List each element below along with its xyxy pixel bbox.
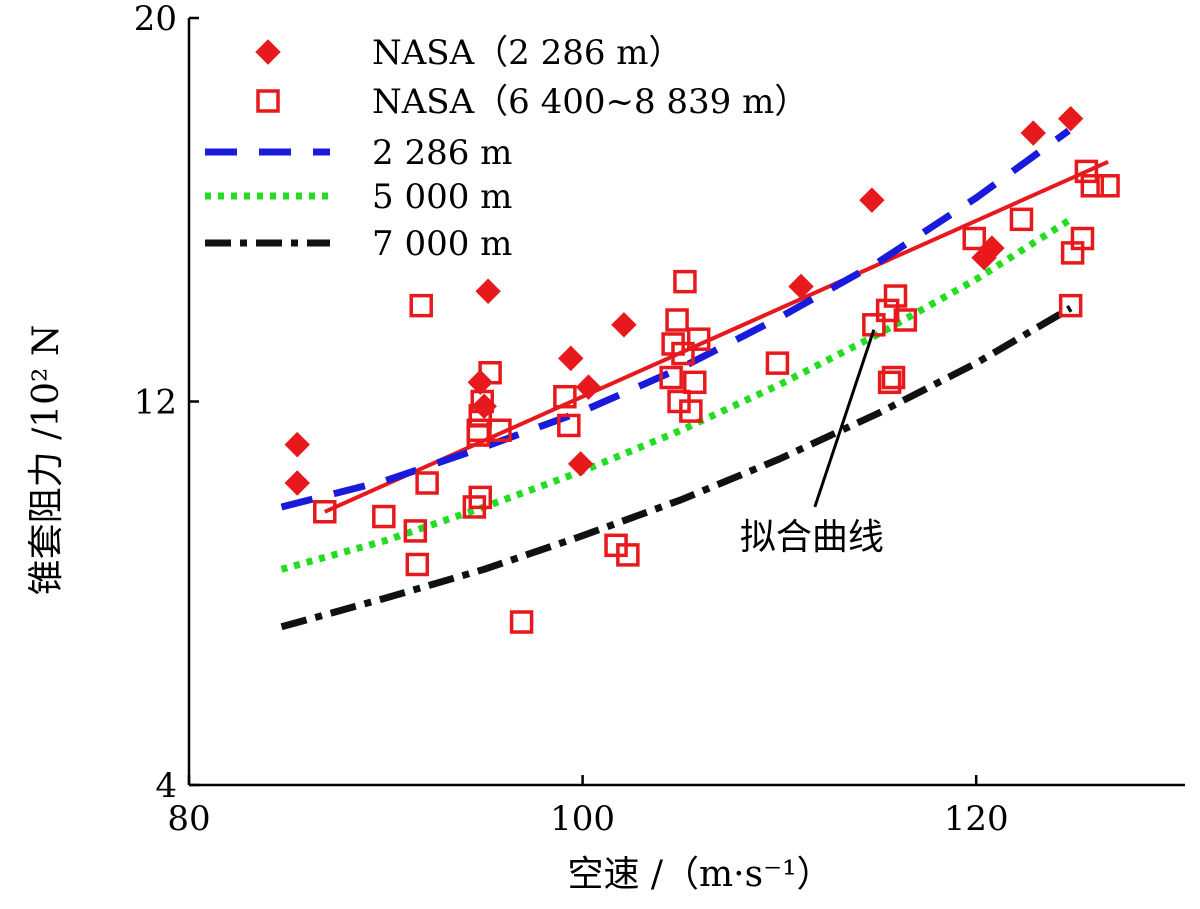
data-point-square bbox=[488, 418, 512, 443]
legend-label: 7 000 m bbox=[372, 224, 512, 264]
data-point-square bbox=[686, 327, 711, 351]
series-line-dash-dot bbox=[280, 304, 1073, 631]
x-tick-label: 120 bbox=[944, 799, 1009, 839]
data-point-square bbox=[1096, 174, 1120, 198]
data-point-square bbox=[683, 370, 707, 395]
series-line-dashed bbox=[280, 127, 1071, 511]
data-point-diamond bbox=[284, 470, 310, 496]
legend-label: NASA（6 400~8 839 m） bbox=[372, 82, 808, 122]
y-tick-label: 12 bbox=[134, 383, 177, 423]
data-point-square bbox=[616, 543, 640, 567]
data-point-square bbox=[881, 365, 906, 390]
data-point-square bbox=[468, 404, 493, 428]
legend: NASA（2 286 m） NASA（6 400~8 839 m） 2 286 m5… bbox=[205, 33, 808, 264]
data-point-diamond bbox=[567, 451, 594, 477]
data-point-diamond bbox=[1057, 105, 1084, 132]
data-point-square bbox=[1074, 159, 1099, 184]
annotation-arrow bbox=[813, 329, 876, 508]
data-point-square bbox=[1009, 207, 1034, 232]
x-tick-label: 100 bbox=[550, 799, 615, 839]
data-point-square bbox=[557, 413, 581, 438]
y-axis-title: 锥套阻力 /10² N bbox=[26, 325, 67, 596]
data-point-square bbox=[470, 389, 494, 414]
data-point-square bbox=[671, 341, 695, 366]
data-point-square bbox=[673, 269, 697, 294]
markers bbox=[284, 105, 1120, 634]
data-point-square bbox=[372, 504, 396, 529]
data-point-diamond bbox=[558, 345, 584, 372]
data-point-square bbox=[509, 610, 534, 634]
data-point-diamond bbox=[575, 374, 602, 400]
data-point-square bbox=[659, 365, 683, 390]
data-point-square bbox=[478, 360, 502, 385]
data-point-square bbox=[1058, 293, 1083, 318]
data-point-square bbox=[553, 384, 577, 409]
data-point-diamond bbox=[475, 278, 501, 304]
data-point-square bbox=[665, 308, 689, 332]
data-point-square bbox=[1080, 174, 1105, 198]
legend-label: 5 000 m bbox=[372, 177, 512, 217]
curves bbox=[280, 127, 1109, 631]
data-point-diamond bbox=[611, 312, 637, 338]
ticks: 80 100 120 4 12 20 bbox=[134, 0, 1009, 839]
data-point-square bbox=[679, 399, 703, 423]
y-tick-label: 4 bbox=[155, 766, 177, 806]
data-point-diamond bbox=[284, 431, 310, 458]
data-point-square bbox=[862, 313, 886, 337]
data-point-square bbox=[1070, 226, 1095, 251]
legend-marker-diamond bbox=[255, 39, 281, 65]
y-tick-label: 20 bbox=[134, 0, 177, 39]
data-point-square bbox=[765, 351, 790, 375]
legend-label: 2 286 m bbox=[372, 133, 512, 173]
data-point-square bbox=[405, 552, 430, 577]
series-line-dotted bbox=[280, 216, 1073, 573]
data-point-diamond bbox=[788, 273, 814, 300]
data-point-diamond bbox=[859, 187, 885, 213]
data-point-square bbox=[403, 519, 428, 543]
annotation-label: 拟合曲线 bbox=[740, 517, 884, 558]
data-point-square bbox=[409, 293, 433, 318]
data-point-diamond bbox=[1020, 120, 1046, 146]
data-point-square bbox=[893, 308, 918, 332]
data-point-square bbox=[415, 471, 439, 495]
annotation: 拟合曲线 bbox=[740, 329, 884, 558]
data-point-square bbox=[468, 485, 493, 510]
legend-label: NASA（2 286 m） bbox=[372, 33, 683, 73]
data-point-square bbox=[962, 226, 986, 251]
x-axis-title: 空速 /（m·s⁻¹） bbox=[567, 854, 832, 895]
data-point-square bbox=[313, 500, 337, 524]
data-point-square bbox=[883, 284, 908, 308]
x-tick-label: 80 bbox=[167, 799, 210, 839]
legend-marker-square bbox=[256, 89, 280, 113]
data-point-square bbox=[877, 370, 902, 395]
